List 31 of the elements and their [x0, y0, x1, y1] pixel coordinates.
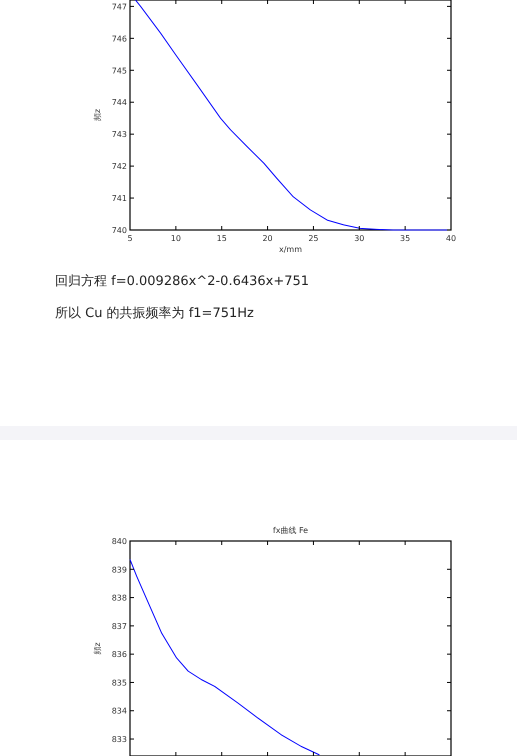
y-tick-label: 836 [112, 650, 127, 660]
x-tick-label: 15 [216, 234, 227, 243]
y-tick-label: 745 [112, 66, 127, 76]
y-tick-label: 746 [112, 34, 127, 44]
y-tick-label: 743 [112, 130, 127, 140]
y-tick-label: 742 [112, 162, 127, 172]
x-tick-label: 40 [446, 234, 456, 243]
y-tick-label: 834 [112, 706, 127, 716]
x-tick-label: 10 [170, 234, 181, 243]
y-tick-label: 835 [112, 678, 127, 688]
y-tick-label: 840 [112, 537, 127, 546]
y-tick-label: 741 [112, 194, 127, 204]
x-tick-label: 5 [127, 234, 133, 243]
y-axis-title: 頻z [93, 108, 102, 122]
x-axis-title: x/mm [278, 245, 302, 254]
y-tick-label: 833 [112, 735, 127, 744]
x-tick-label: 35 [400, 234, 410, 243]
y-tick-label: 747 [112, 2, 127, 12]
text: 所以 Cu 的共振频率为 f1=751Hz [55, 305, 254, 322]
x-tick-label: 30 [354, 234, 364, 243]
x-tick-label: 20 [262, 234, 273, 243]
y-tick-label: 838 [112, 594, 127, 603]
y-tick-label: 839 [112, 565, 127, 574]
chart-title: fx曲线 Fe [272, 526, 308, 535]
text: 回归方程 f=0.009286x^2-0.6436x+751 [55, 273, 310, 290]
y-tick-label: 740 [112, 226, 127, 235]
y-tick-label: 837 [112, 622, 127, 631]
y-tick-label: 744 [112, 98, 127, 108]
line-series [130, 558, 320, 756]
y-axis-title: 頻z [93, 642, 102, 655]
x-tick-label: 25 [308, 234, 319, 243]
